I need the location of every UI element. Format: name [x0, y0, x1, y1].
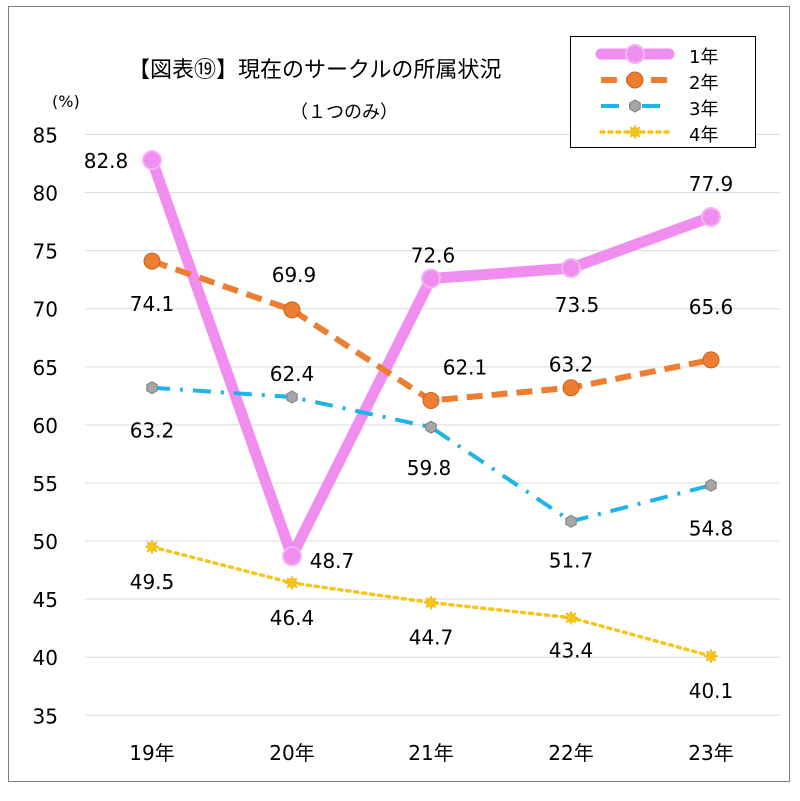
data-label: 40.1	[689, 679, 734, 703]
x-tick-label: 23年	[688, 741, 733, 765]
chart-frame	[8, 6, 790, 782]
series-2	[143, 252, 720, 410]
data-label: 77.9	[689, 172, 734, 196]
data-labels: 82.8 48.7 72.6 73.5 77.9 74.1 69.9 62.1 63.2 65.6…	[84, 149, 734, 703]
data-label: 44.7	[409, 626, 454, 650]
data-label: 46.4	[270, 606, 315, 630]
legend-swatch-3	[601, 99, 669, 113]
x-tick-label: 21年	[408, 741, 453, 765]
y-tick-label: 60	[33, 414, 58, 438]
data-label: 51.7	[549, 548, 594, 572]
y-tick-label: 65	[33, 356, 58, 380]
data-label: 54.8	[689, 516, 734, 540]
y-axis-ticks: 35 40 45 50 55 60 65 70 75 80 85	[33, 124, 58, 729]
legend: 1年 2年 3年 4年	[570, 36, 756, 148]
legend-swatch-4	[599, 124, 671, 140]
data-label: 62.4	[270, 362, 315, 386]
data-point-marker	[143, 252, 161, 270]
data-point-marker	[627, 124, 643, 140]
data-point-marker	[562, 379, 580, 397]
legend-label: 2年	[689, 73, 719, 94]
data-point-marker	[423, 594, 439, 611]
legend-item-4: 4年	[571, 119, 757, 146]
data-point-marker	[284, 575, 300, 591]
data-label: 72.6	[411, 244, 456, 268]
data-point-marker	[561, 258, 581, 279]
y-axis-unit: (%)	[52, 92, 80, 111]
data-label: 49.5	[130, 570, 175, 594]
data-point-marker	[629, 99, 641, 113]
data-label: 62.1	[443, 356, 488, 380]
data-point-marker	[626, 71, 644, 89]
y-tick-label: 45	[33, 588, 58, 612]
legend-swatch-2	[601, 71, 669, 89]
data-label: 65.6	[689, 295, 734, 319]
series-lines	[142, 150, 721, 664]
data-point-marker	[701, 206, 721, 227]
data-point-marker	[421, 268, 441, 289]
data-point-marker	[142, 150, 162, 171]
y-tick-label: 50	[33, 530, 58, 554]
data-label: 73.5	[555, 293, 600, 317]
legend-item-1: 1年	[571, 41, 757, 68]
data-label: 63.2	[130, 419, 175, 443]
data-label: 59.8	[407, 456, 452, 480]
data-point-marker	[146, 381, 158, 395]
data-label: 69.9	[272, 263, 317, 287]
series-line	[151, 385, 712, 524]
chart-subtitle: （１つのみ）	[290, 102, 398, 123]
data-point-marker	[563, 610, 579, 626]
series-1	[142, 150, 721, 567]
y-tick-label: 55	[33, 472, 58, 496]
y-tick-label: 85	[33, 124, 58, 148]
data-label: 43.4	[549, 639, 594, 663]
data-point-marker	[705, 478, 717, 492]
data-point-marker	[422, 392, 440, 410]
legend-swatch-1	[595, 44, 675, 64]
data-label: 48.7	[310, 549, 355, 573]
data-point-marker	[282, 546, 302, 567]
legend-item-3: 3年	[571, 93, 757, 120]
data-label: 74.1	[130, 292, 175, 316]
data-point-marker	[625, 44, 645, 64]
chart-title: 【図表⑲】現在のサークルの所属状況	[128, 58, 502, 83]
data-point-marker	[144, 539, 160, 555]
data-point-marker	[283, 301, 301, 319]
x-tick-label: 20年	[269, 741, 314, 765]
x-tick-label: 22年	[548, 741, 593, 765]
series-3	[146, 381, 717, 528]
data-point-marker	[703, 648, 719, 664]
data-point-marker	[702, 351, 720, 369]
y-tick-label: 35	[33, 704, 58, 728]
x-axis-ticks: 19年 20年 21年 22年 23年	[129, 741, 733, 765]
x-tick-label: 19年	[129, 741, 174, 765]
legend-label: 4年	[689, 125, 719, 146]
data-label: 82.8	[84, 149, 129, 173]
data-point-marker	[286, 390, 298, 404]
y-tick-label: 80	[33, 182, 58, 206]
data-label: 63.2	[549, 353, 594, 377]
series-line	[146, 154, 717, 562]
data-point-marker	[425, 420, 437, 434]
y-tick-label: 40	[33, 646, 58, 670]
y-tick-label: 75	[33, 240, 58, 264]
series-4	[144, 539, 719, 664]
data-point-marker	[565, 514, 577, 528]
legend-label: 1年	[689, 47, 719, 68]
y-tick-label: 70	[33, 298, 58, 322]
legend-item-2: 2年	[571, 67, 757, 94]
series-line	[150, 545, 713, 658]
legend-label: 3年	[689, 99, 719, 120]
